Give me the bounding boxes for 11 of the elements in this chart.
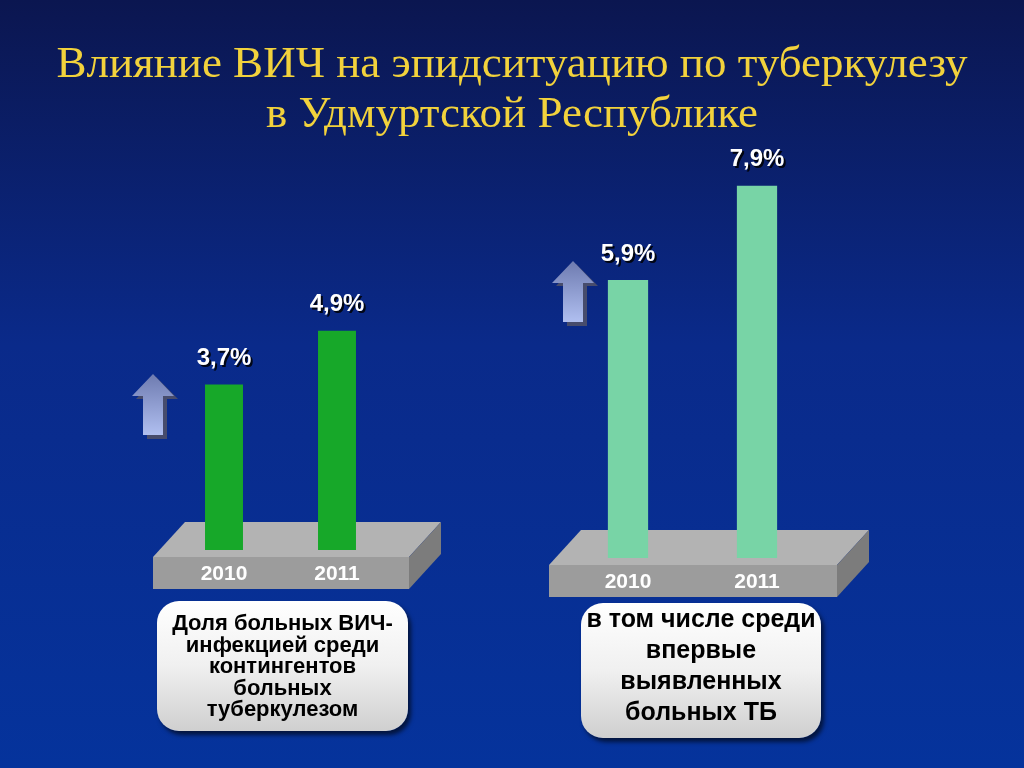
data-label: 5,9% [600,238,656,266]
x-axis-title: Доля больных ВИЧ-инфекцией среди контингентов больных туберкулезом [171,610,394,722]
chart-title: Влияние ВИЧ на эпидситуацию по туберкулезу в Удмуртской Республике [55,37,969,137]
data-label: 3,7% [196,343,252,371]
data-label: 4,9% [309,289,365,317]
x-tick-label: 2010 [200,561,248,585]
x-tick-label: 2011 [314,561,361,585]
x-axis-title: в том числе среди впервые выявленных больных ТБ [585,603,817,727]
x-tick-label: 2010 [604,569,652,593]
x-tick-label: 2011 [734,569,781,593]
data-label: 7,9% [729,144,785,172]
